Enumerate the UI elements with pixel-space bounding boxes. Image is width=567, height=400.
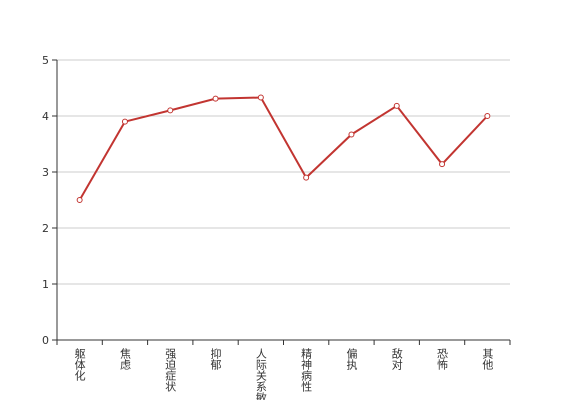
line: [78, 96, 489, 201]
point: [121, 118, 128, 125]
point: [257, 94, 264, 101]
point: [348, 131, 355, 138]
x-tick-label: 焦虑: [118, 348, 131, 370]
point: [439, 161, 446, 168]
x-tick-label: 敌对: [390, 347, 403, 370]
y-tick-label: 1: [42, 278, 49, 291]
point: [212, 95, 219, 102]
y-tick-label: 4: [42, 110, 49, 123]
y-tick-label: 0: [42, 334, 49, 347]
point: [393, 102, 400, 109]
y-tick-label: 3: [42, 166, 49, 179]
point: [167, 107, 174, 114]
x-tick-label: 躯体化: [73, 348, 86, 382]
x-tick-label: 强迫症状: [164, 348, 177, 392]
x-tick-label: 精神病性: [300, 348, 313, 393]
point: [484, 113, 491, 119]
x-tick-label: 偏执: [345, 347, 358, 371]
y-tick-label: 2: [42, 222, 49, 235]
point: [303, 174, 310, 181]
x-tick-label: 抑郁: [209, 347, 222, 370]
point: [76, 197, 83, 203]
x-tick-label: 其他: [481, 348, 494, 370]
y-tick-label: 5: [42, 54, 49, 67]
x-tick-label: 人际关系敏感: [254, 348, 267, 400]
x-tick-label: 恐怖: [436, 348, 449, 370]
